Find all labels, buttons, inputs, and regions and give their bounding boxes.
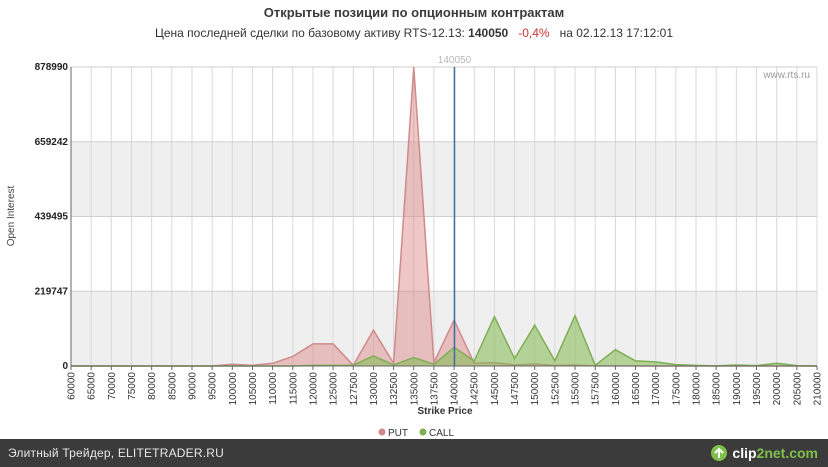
x-tick-label: 70000 [107,372,118,400]
last-price: 140050 [468,26,509,40]
clip2net-logo: clip2net.com [710,442,818,464]
x-tick-label: 142500 [470,372,481,406]
x-axis-title: Strike Price [417,406,472,417]
x-tick-label: 157500 [591,372,602,406]
x-tick-label: 200000 [772,372,783,406]
x-tick-label: 60000 [67,372,78,400]
x-tick-label: 95000 [208,372,219,400]
x-tick-label: 195000 [752,372,763,406]
x-tick-label: 170000 [651,372,662,406]
x-tick-label: 140000 [450,372,461,406]
x-tick-label: 180000 [692,372,703,406]
x-tick-label: 110000 [268,372,279,405]
x-tick-label: 130000 [369,372,380,406]
chart-title: Открытые позиции по опционным контрактам [263,5,565,20]
x-tick-label: 190000 [732,372,743,406]
x-tick-labels: 60000 65000 70000 75000 80000 85000 90000 95000… [67,366,824,405]
x-tick-label: 205000 [792,372,803,406]
y-tick-label: 219747 [35,286,69,297]
x-tick-label: 165000 [631,372,642,406]
axes [70,67,817,367]
y-tick-labels: 0 219747 439495 659242 878990 [35,62,69,372]
x-tick-label: 120000 [308,372,319,406]
x-tick-label: 115000 [288,372,299,405]
footer-source: Элитный Трейдер, ELITETRADER.RU [8,446,224,460]
clip2net-icon [711,445,728,461]
legend: PUT CALL [378,428,454,439]
x-tick-label: 152500 [550,372,561,406]
footer-bar: Элитный Трейдер, ELITETRADER.RU clip2net… [0,439,828,467]
open-interest-chart: 140050 0 219747 439495 659242 878990 60000 65… [6,55,824,439]
x-tick-label: 127500 [349,372,360,406]
x-tick-label: 125000 [329,372,340,406]
y-tick-label: 878990 [35,62,69,73]
x-tick-label: 105000 [248,372,259,406]
x-tick-label: 160000 [611,372,622,406]
current-price-label: 140050 [438,55,472,66]
x-tick-label: 150000 [530,372,541,406]
chart-subtitle: Цена последней сделки по базовому активу… [0,26,828,40]
x-tick-label: 145000 [490,372,501,406]
x-tick-label: 85000 [167,372,178,400]
x-tick-label: 137500 [429,372,440,406]
watermark: www.rts.ru [762,70,810,81]
plot-band [71,291,817,366]
x-tick-label: 80000 [147,372,158,400]
y-tick-label: 659242 [35,137,69,148]
x-tick-label: 185000 [712,372,723,406]
x-tick-label: 65000 [87,372,98,400]
x-tick-label: 175000 [671,372,682,406]
x-tick-label: 155000 [571,372,582,406]
y-tick-label: 0 [62,361,68,372]
y-axis-title: Open Interest [6,185,17,246]
x-tick-label: 210000 [813,372,824,406]
clip2net-text: clip2net.com [732,445,818,461]
x-tick-label: 100000 [228,372,239,406]
x-tick-label: 147500 [510,372,521,406]
legend-call-marker [419,428,427,436]
subtitle-prefix: Цена последней сделки по базовому активу… [154,26,465,40]
legend-call-label[interactable]: CALL [429,428,454,439]
y-tick-label: 439495 [35,212,69,223]
plot-band [71,141,817,217]
price-change: -0,4% [518,26,550,40]
update-time: на 02.12.13 17:12:01 [559,26,673,40]
legend-put-marker [378,428,386,436]
plot-bands [71,141,817,366]
x-tick-label: 75000 [127,372,138,400]
x-tick-label: 90000 [187,372,198,400]
x-tick-label: 132500 [389,372,400,406]
price-line-layer: 140050 [438,55,472,366]
x-tick-label: 135000 [409,372,420,406]
legend-put-label[interactable]: PUT [388,428,408,439]
